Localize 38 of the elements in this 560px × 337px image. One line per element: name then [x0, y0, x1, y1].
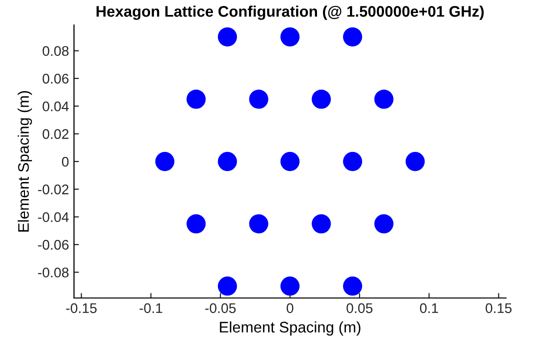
y-tick-label: -0.02	[38, 184, 68, 194]
point	[218, 27, 237, 46]
y-tick-label: -0.08	[38, 268, 69, 278]
y-tick-label: 0	[62, 156, 69, 167]
y-tick-label: -0.04	[38, 212, 69, 222]
point	[280, 152, 300, 172]
point	[186, 214, 206, 234]
point	[218, 276, 237, 296]
point	[186, 90, 206, 109]
y-tick-label: 0.02	[42, 129, 68, 139]
x-tick-label: 0	[286, 303, 294, 314]
y-tick-label: 0.06	[42, 74, 69, 84]
x-tick-label: 0.1	[420, 303, 438, 314]
point	[249, 90, 268, 109]
x-tick-label: 0.05	[346, 303, 372, 314]
y-tick-label: 0.08	[42, 46, 69, 56]
point	[312, 90, 331, 109]
point	[406, 152, 425, 172]
y-axis-title: Element Spacing (m)	[18, 91, 32, 232]
x-axis-title: Element Spacing (m)	[220, 321, 360, 336]
x-tick-label: -0.1	[140, 303, 162, 314]
point	[218, 152, 237, 172]
x-tick-label: -0.15	[66, 303, 97, 314]
point	[374, 90, 394, 109]
x-tick-label: 0.15	[486, 303, 512, 314]
point	[343, 152, 362, 172]
point	[374, 214, 394, 234]
point	[343, 276, 362, 296]
x-tick-label: -0.05	[205, 303, 236, 314]
point	[280, 276, 300, 296]
point	[343, 27, 362, 46]
point	[312, 214, 331, 234]
point	[249, 214, 268, 234]
y-tick-label: 0.04	[42, 101, 69, 112]
point	[280, 27, 300, 46]
point	[155, 152, 174, 172]
y-tick-label: -0.06	[38, 240, 69, 250]
chart-title: Hexagon Lattice Configuration (@ 1.500000e+01 GHz)	[96, 6, 484, 20]
